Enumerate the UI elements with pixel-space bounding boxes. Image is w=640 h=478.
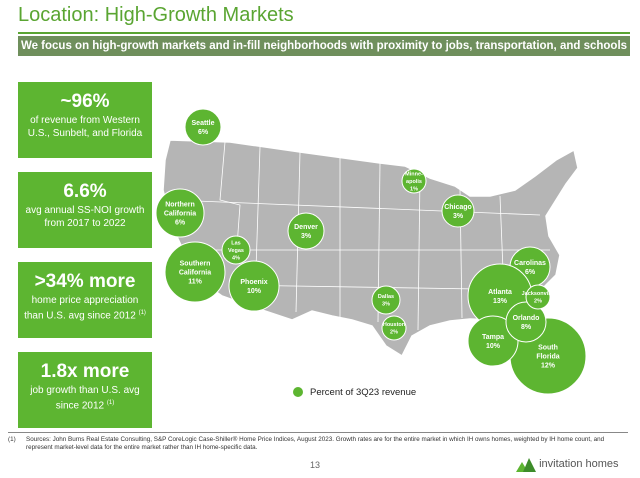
market-bubble: Houston 2%: [381, 315, 407, 341]
market-share: 3%: [382, 302, 390, 308]
market-share: 6%: [198, 129, 209, 136]
subtitle-banner: We focus on high-growth markets and in-f…: [18, 36, 630, 56]
footnote-marker: (1): [8, 436, 16, 443]
bubble: [155, 188, 205, 238]
market-name: California: [179, 269, 211, 276]
title: Location: High-Growth Markets: [18, 4, 294, 26]
market-bubble: Chicago 3%: [441, 194, 475, 228]
market-bubble: Southern California 11%: [164, 241, 226, 303]
footnote-text: Sources: John Burns Real Estate Consulti…: [26, 436, 605, 451]
market-name: Carolinas: [514, 260, 546, 267]
stat-description: job growth than U.S. avg since 2012: [30, 385, 140, 412]
market-bubble: Jacksonville 2%: [522, 284, 555, 310]
market-share: 8%: [521, 324, 532, 331]
market-name: Houston: [383, 322, 406, 328]
market-share: 13%: [493, 298, 508, 305]
market-share: 3%: [453, 213, 464, 220]
market-share: 3%: [301, 233, 312, 240]
bubble: [184, 108, 222, 146]
stat-text: of revenue from Western U.S., Sunbelt, a…: [24, 114, 146, 140]
title-rule: [18, 32, 630, 34]
stat-text: avg annual SS-NOI growth from 2017 to 20…: [24, 204, 146, 230]
market-name: Seattle: [192, 120, 215, 127]
market-share: 2%: [390, 330, 398, 336]
stat-text: job growth than U.S. avg since 2012 (1): [24, 384, 146, 412]
market-share: 6%: [175, 219, 186, 226]
market-name: Dallas: [378, 294, 394, 300]
stat-box: 1.8x more job growth than U.S. avg since …: [18, 352, 152, 428]
stat-box: 6.6% avg annual SS-NOI growth from 2017 t…: [18, 172, 152, 248]
market-name: apolis: [406, 179, 422, 185]
market-share: 1%: [410, 186, 418, 192]
market-name: Northern: [165, 201, 195, 208]
logo-icon: [516, 458, 536, 472]
bubble: [401, 168, 427, 194]
stat-headline: 6.6%: [63, 181, 107, 202]
bubble: [164, 241, 226, 303]
market-name: Orlando: [513, 315, 540, 322]
bubble: [287, 212, 325, 250]
bubble: [441, 194, 475, 228]
market-share: 11%: [188, 278, 202, 285]
stat-description: of revenue from Western U.S., Sunbelt, a…: [27, 115, 143, 139]
market-name: Las: [231, 240, 240, 246]
logo: invitation homes: [516, 456, 619, 472]
stat-text: home price appreciation than U.S. avg si…: [24, 294, 146, 322]
market-share: 10%: [247, 288, 262, 295]
bubble: [381, 315, 407, 341]
market-bubble: Northern California 6%: [155, 188, 205, 238]
bubble: [228, 260, 280, 312]
stat-description: avg annual SS-NOI growth from 2017 to 20…: [25, 205, 145, 229]
market-name: Minne-: [405, 171, 423, 177]
stat-box: >34% more home price appreciation than U.…: [18, 262, 152, 338]
market-name: Atlanta: [488, 289, 512, 296]
market-share: 12%: [541, 362, 556, 369]
market-bubble: Seattle 6%: [184, 108, 222, 146]
bubble: [525, 284, 551, 310]
market-name: Florida: [536, 353, 559, 360]
market-bubble: Tampa 10%: [467, 315, 519, 367]
stat-box: ~96% of revenue from Western U.S., Sunbel…: [18, 82, 152, 158]
market-name: Tampa: [482, 334, 504, 341]
legend-label: Percent of 3Q23 revenue: [310, 387, 416, 398]
stat-note: (1): [106, 400, 115, 406]
market-bubble: Denver 3%: [287, 212, 325, 250]
market-share: 6%: [525, 269, 536, 276]
market-bubble: Phoenix 10%: [228, 260, 280, 312]
market-share: 2%: [534, 299, 542, 305]
market-share: 10%: [486, 343, 501, 350]
market-name: California: [164, 210, 196, 217]
us-map: Seattle 6% Northern California 6% Southern Cal…: [155, 108, 587, 398]
market-bubble: Dallas 3%: [371, 285, 401, 315]
stat-headline: >34% more: [34, 271, 136, 292]
market-share: 4%: [232, 255, 240, 261]
footnote: (1) Sources: John Burns Real Estate Cons…: [8, 432, 628, 452]
stat-description: home price appreciation than U.S. avg si…: [24, 295, 139, 322]
stat-headline: 1.8x more: [40, 361, 130, 382]
market-name: South: [538, 344, 558, 351]
market-name: Jacksonville: [522, 291, 555, 297]
market-name: Vegas: [228, 248, 244, 254]
page-number: 13: [310, 460, 321, 470]
legend-dot: [293, 387, 303, 397]
stat-note: (1): [138, 310, 146, 316]
bubble: [505, 301, 547, 343]
market-name: Phoenix: [240, 279, 267, 286]
bubble: [467, 315, 519, 367]
bubble: [371, 285, 401, 315]
bubble: [221, 235, 251, 265]
stat-headline: ~96%: [60, 91, 110, 112]
market-bubble: Orlando 8%: [505, 301, 547, 343]
market-name: Southern: [180, 260, 211, 267]
logo-text: invitation homes: [539, 457, 619, 470]
market-name: Denver: [294, 224, 318, 231]
market-name: Chicago: [444, 204, 472, 211]
